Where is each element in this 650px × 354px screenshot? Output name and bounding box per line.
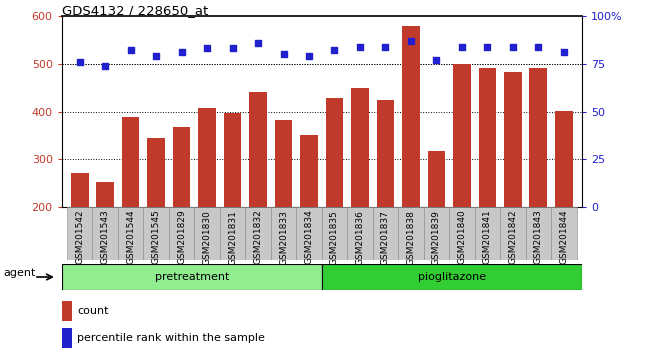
Point (355, 44, 365, 49)
Text: pretreatment: pretreatment (155, 272, 229, 282)
Bar (62, 328, 72, 348)
Bar (249, 92, 267, 207)
Text: GSM201835: GSM201835 (330, 210, 339, 265)
Text: pioglitazone: pioglitazone (418, 272, 486, 282)
Point (533, 44, 543, 49)
Bar (449, 207, 474, 260)
Bar (326, 98, 343, 207)
Bar (478, 68, 497, 207)
Bar (453, 64, 471, 207)
Text: GSM201544: GSM201544 (126, 210, 135, 264)
Point (304, 53, 314, 59)
Point (253, 40, 263, 46)
Text: GSM201838: GSM201838 (406, 210, 415, 265)
Point (330, 47, 340, 53)
Point (74, 59, 85, 65)
Point (406, 38, 416, 44)
Text: GSM201839: GSM201839 (432, 210, 441, 265)
Bar (296, 207, 322, 260)
Text: GSM201834: GSM201834 (304, 210, 313, 264)
Point (227, 46, 238, 51)
Bar (551, 207, 577, 260)
Text: agent: agent (3, 268, 36, 279)
Text: GSM201836: GSM201836 (356, 210, 365, 265)
Bar (424, 207, 449, 260)
Bar (474, 207, 500, 260)
Bar (71, 173, 88, 207)
Point (100, 63, 110, 68)
Text: count: count (77, 306, 109, 316)
Text: GSM201844: GSM201844 (560, 210, 568, 264)
Bar (322, 264, 582, 290)
Point (482, 44, 493, 49)
Text: GSM201831: GSM201831 (228, 210, 237, 265)
Bar (67, 207, 92, 260)
Bar (92, 207, 118, 260)
Text: percentile rank within the sample: percentile rank within the sample (77, 333, 265, 343)
Bar (376, 99, 395, 207)
Text: GSM201841: GSM201841 (483, 210, 492, 264)
Bar (62, 264, 322, 290)
Bar (118, 207, 143, 260)
Text: GSM201833: GSM201833 (279, 210, 288, 265)
Bar (96, 182, 114, 207)
Text: GSM201837: GSM201837 (381, 210, 390, 265)
Bar (169, 207, 194, 260)
Text: GSM201832: GSM201832 (254, 210, 263, 264)
Bar (143, 207, 169, 260)
Bar (428, 151, 445, 207)
Text: GSM201542: GSM201542 (75, 210, 84, 264)
Bar (372, 207, 398, 260)
Bar (194, 207, 220, 260)
Point (508, 44, 518, 49)
Bar (147, 138, 165, 207)
Text: GSM201543: GSM201543 (101, 210, 110, 264)
Bar (500, 207, 526, 260)
Bar (300, 135, 318, 207)
Point (125, 47, 136, 53)
Text: GDS4132 / 228650_at: GDS4132 / 228650_at (62, 4, 208, 17)
Bar (347, 207, 372, 260)
Bar (530, 68, 547, 207)
Text: GSM201829: GSM201829 (177, 210, 186, 264)
Text: GSM201840: GSM201840 (458, 210, 467, 264)
Point (151, 53, 161, 59)
Text: GSM201843: GSM201843 (534, 210, 543, 264)
Text: GSM201842: GSM201842 (508, 210, 517, 264)
Bar (398, 207, 424, 260)
Bar (224, 113, 241, 207)
Bar (402, 27, 420, 207)
Bar (198, 108, 216, 207)
Bar (62, 301, 72, 321)
Bar (322, 207, 347, 260)
Bar (220, 207, 245, 260)
Bar (122, 117, 140, 207)
Bar (526, 207, 551, 260)
Point (559, 50, 569, 55)
Point (278, 51, 289, 57)
Point (176, 50, 187, 55)
Bar (173, 127, 190, 207)
Text: GSM201830: GSM201830 (203, 210, 211, 265)
Bar (504, 72, 522, 207)
Bar (274, 120, 292, 207)
Bar (245, 207, 271, 260)
Point (202, 46, 213, 51)
Text: GSM201545: GSM201545 (151, 210, 161, 264)
Bar (351, 87, 369, 207)
Point (380, 44, 391, 49)
Bar (555, 110, 573, 207)
Point (457, 44, 467, 49)
Point (431, 57, 441, 63)
Bar (271, 207, 296, 260)
